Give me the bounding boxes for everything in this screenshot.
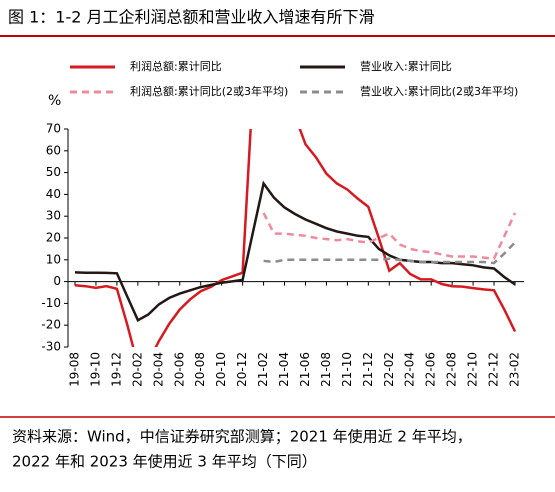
legend-label: 营业收入:累计同比 bbox=[360, 59, 452, 73]
y-tick-label: 50 bbox=[46, 165, 61, 179]
x-tick-label: 20-02 bbox=[130, 352, 144, 387]
x-tick-label: 22-08 bbox=[445, 352, 459, 387]
x-tick-label: 21-02 bbox=[256, 352, 270, 387]
x-tick-label: 19-08 bbox=[68, 352, 82, 387]
y-tick-label: 60 bbox=[46, 143, 61, 157]
chart-title: 图 1：1-2 月工企利润总额和营业收入增速有所下滑 bbox=[8, 8, 375, 27]
x-tick-label: 23-02 bbox=[508, 352, 522, 387]
x-tick-label: 20-06 bbox=[172, 352, 186, 387]
x-tick-label: 20-12 bbox=[235, 352, 249, 387]
series-line bbox=[263, 241, 516, 265]
source-note: 资料来源：Wind，中信证券研究部测算；2021 年使用近 2 年平均， bbox=[12, 428, 472, 446]
x-tick-label: 22-02 bbox=[382, 352, 396, 387]
x-tick-label: 22-12 bbox=[487, 352, 501, 387]
y-axis-label: % bbox=[48, 93, 61, 109]
x-tick-label: 20-10 bbox=[214, 352, 228, 387]
x-tick-label: 20-08 bbox=[193, 352, 207, 387]
source-note: 2022 年和 2023 年使用近 3 年平均（下同） bbox=[12, 453, 317, 471]
y-tick-label: 40 bbox=[46, 187, 61, 201]
legend-label: 营业收入:累计同比(2或3年平均) bbox=[360, 84, 518, 98]
x-tick-label: 22-04 bbox=[403, 352, 417, 387]
y-tick-label: -10 bbox=[41, 296, 61, 310]
series-line bbox=[74, 180, 516, 322]
plot-area bbox=[74, 129, 517, 347]
series-line bbox=[262, 212, 517, 261]
x-tick-label: 21-08 bbox=[319, 352, 333, 387]
legend-label: 利润总额:累计同比(2或3年平均) bbox=[130, 84, 288, 98]
legend-label: 利润总额:累计同比 bbox=[130, 59, 222, 73]
y-tick-label: -30 bbox=[41, 340, 61, 354]
x-tick-label: 22-10 bbox=[466, 352, 480, 387]
x-tick-label: 22-06 bbox=[424, 352, 438, 387]
x-tick-label: 21-04 bbox=[277, 352, 291, 387]
y-tick-label: 10 bbox=[46, 252, 61, 266]
y-tick-label: 30 bbox=[46, 209, 61, 223]
y-tick-label: 0 bbox=[53, 274, 61, 288]
x-tick-label: 21-06 bbox=[298, 352, 312, 387]
x-tick-label: 21-10 bbox=[340, 352, 354, 387]
x-tick-label: 21-12 bbox=[361, 352, 375, 387]
series-line bbox=[74, 129, 517, 347]
x-tick-label: 20-04 bbox=[151, 352, 165, 387]
y-tick-label: 20 bbox=[46, 231, 61, 245]
y-tick-label: 70 bbox=[46, 122, 61, 136]
x-tick-label: 19-10 bbox=[88, 352, 102, 387]
y-tick-label: -20 bbox=[41, 318, 61, 332]
x-tick-label: 19-12 bbox=[109, 352, 123, 387]
